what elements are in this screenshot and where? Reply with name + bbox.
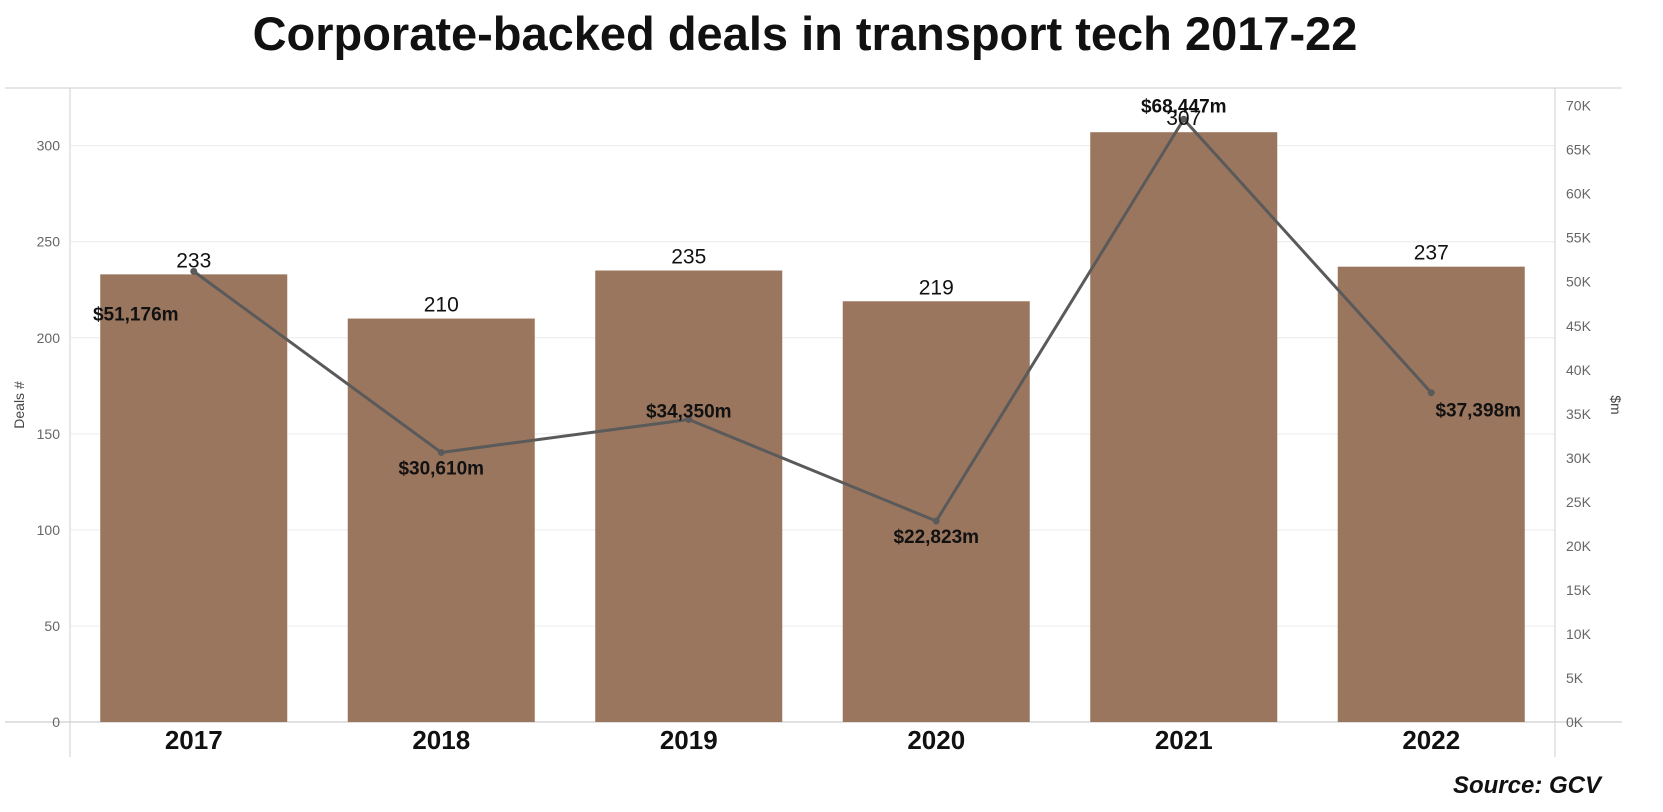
y2-tick-70000: 70K — [1566, 98, 1592, 114]
line-label-2022: $37,398m — [1435, 401, 1521, 422]
line-value — [190, 115, 1435, 525]
x-tick-2022: 2022 — [1402, 725, 1460, 755]
y2-tick-20000: 20K — [1566, 538, 1592, 554]
y-tick-100: 100 — [37, 522, 61, 538]
chart-title: Corporate-backed deals in transport tech… — [252, 7, 1358, 60]
y-tick-150: 150 — [37, 426, 61, 442]
bar-label-2020: 219 — [919, 276, 954, 299]
y2-tick-40000: 40K — [1566, 362, 1592, 378]
y2-tick-25000: 25K — [1566, 494, 1592, 510]
bars-deals — [100, 132, 1525, 723]
y-axis-title: Deals # — [11, 381, 27, 429]
line-point-2020 — [932, 517, 940, 525]
y2-tick-45000: 45K — [1566, 318, 1592, 334]
y-tick-200: 200 — [37, 330, 61, 346]
y2-tick-0: 0K — [1566, 714, 1584, 730]
line-point-2018 — [437, 448, 445, 456]
bar-2022 — [1337, 266, 1525, 722]
bar-label-2019: 235 — [671, 246, 706, 269]
x-tick-2019: 2019 — [660, 725, 718, 755]
value-line — [192, 117, 1433, 523]
x-tick-2020: 2020 — [907, 725, 965, 755]
x-tick-2018: 2018 — [412, 725, 470, 755]
gridlines — [70, 145, 1555, 627]
line-label-2019: $34,350m — [646, 402, 732, 423]
y2-axis-title: $m — [1608, 395, 1624, 414]
line-label-2017: $51,176m — [93, 304, 179, 325]
bar-2021 — [1090, 132, 1278, 723]
axis-labels: 2017 2018 2019 2020 2021 2022 0 50 100 150 200 250 3… — [11, 98, 1624, 755]
y-tick-250: 250 — [37, 234, 61, 250]
y2-tick-5000: 5K — [1566, 670, 1584, 686]
bar-2018 — [347, 318, 535, 722]
bar-label-2018: 210 — [424, 294, 459, 317]
bar-label-2022: 237 — [1414, 242, 1449, 265]
y2-tick-50000: 50K — [1566, 274, 1592, 290]
bar-label-2021: 307 — [1166, 107, 1201, 130]
y-tick-50: 50 — [44, 618, 60, 634]
bar-2020 — [842, 301, 1030, 722]
line-label-2020: $22,823m — [893, 527, 979, 548]
y-tick-0: 0 — [52, 714, 60, 730]
y2-tick-60000: 60K — [1566, 186, 1592, 202]
bar-label-2017: 233 — [176, 249, 211, 272]
y2-tick-35000: 35K — [1566, 406, 1592, 422]
data-labels: 233 210 235 219 307 237 $51,176m $30,610m $34,35… — [93, 96, 1521, 548]
x-tick-2021: 2021 — [1155, 725, 1213, 755]
bar-2019 — [595, 270, 783, 722]
bar-2017 — [100, 274, 288, 722]
line-point-2017 — [190, 267, 198, 275]
x-tick-2017: 2017 — [165, 725, 223, 755]
y-tick-300: 300 — [37, 138, 61, 154]
source-note: Source: GCV — [1452, 772, 1601, 799]
y2-tick-55000: 55K — [1566, 230, 1592, 246]
line-label-2021: $68,447m — [1141, 96, 1227, 117]
y2-tick-30000: 30K — [1566, 450, 1592, 466]
line-point-2019 — [685, 416, 693, 424]
y2-tick-15000: 15K — [1566, 582, 1592, 598]
y2-tick-10000: 10K — [1566, 626, 1592, 642]
line-label-2018: $30,610m — [398, 458, 484, 479]
line-point-2022 — [1427, 389, 1435, 397]
line-point-2021 — [1180, 115, 1188, 123]
y2-tick-65000: 65K — [1566, 142, 1592, 158]
